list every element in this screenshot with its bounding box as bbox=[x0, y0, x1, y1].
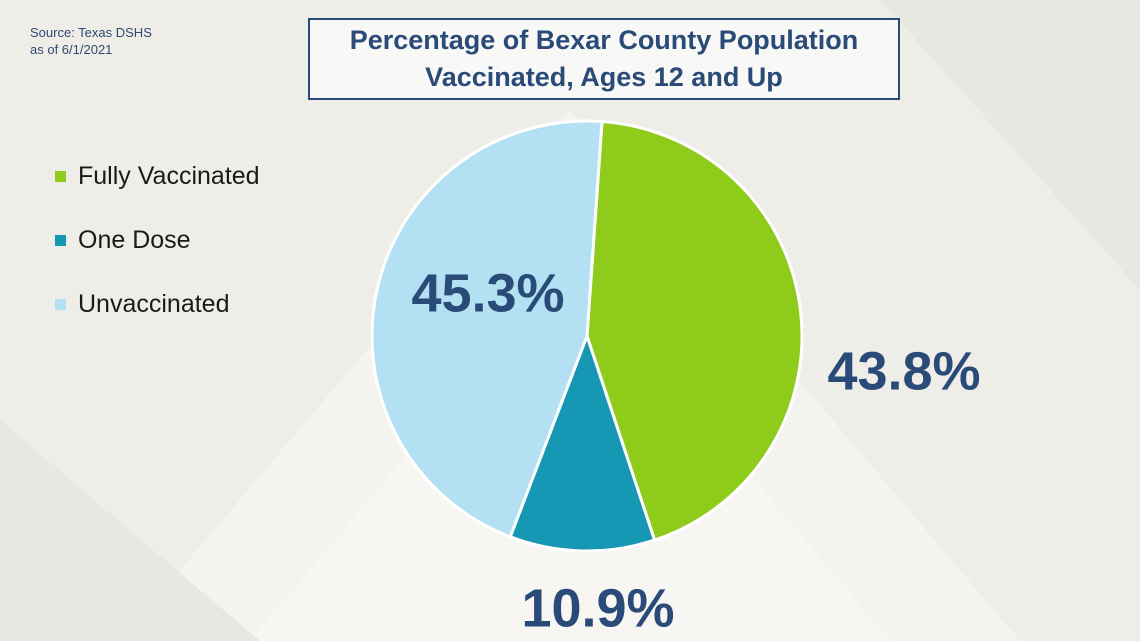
data-label-one-dose: 10.9% bbox=[521, 578, 674, 638]
data-label-unvaccinated: 45.3% bbox=[411, 263, 564, 323]
title-line-1: Percentage of Bexar County Population bbox=[349, 25, 859, 55]
legend-label: Fully Vaccinated bbox=[78, 161, 260, 190]
legend-swatch bbox=[55, 170, 66, 182]
data-label-fully-vaccinated: 43.8% bbox=[827, 341, 980, 401]
slice-fully-vaccinated bbox=[585, 120, 804, 542]
date-line: as of 6/1/2021 bbox=[30, 42, 113, 57]
legend-item-unvaccinated: Unvaccinated bbox=[55, 286, 260, 322]
legend-item-one-dose: One Dose bbox=[55, 222, 260, 258]
slice-one-dose bbox=[508, 334, 657, 553]
legend-label: Unvaccinated bbox=[78, 289, 230, 318]
source-line: Source: Texas DSHS bbox=[30, 25, 152, 40]
legend-swatch bbox=[55, 298, 66, 310]
legend-label: One Dose bbox=[78, 225, 191, 254]
legend-swatch bbox=[55, 234, 66, 246]
slice-unvaccinated bbox=[370, 119, 604, 539]
title-line-2: Vaccinated, Ages 12 and Up bbox=[425, 62, 783, 92]
chart-title: Percentage of Bexar County Population Va… bbox=[308, 18, 900, 100]
source-note: Source: Texas DSHS as of 6/1/2021 bbox=[30, 24, 152, 58]
chart-legend: Fully Vaccinated One Dose Unvaccinated bbox=[55, 158, 260, 350]
legend-item-fully-vaccinated: Fully Vaccinated bbox=[55, 158, 260, 194]
